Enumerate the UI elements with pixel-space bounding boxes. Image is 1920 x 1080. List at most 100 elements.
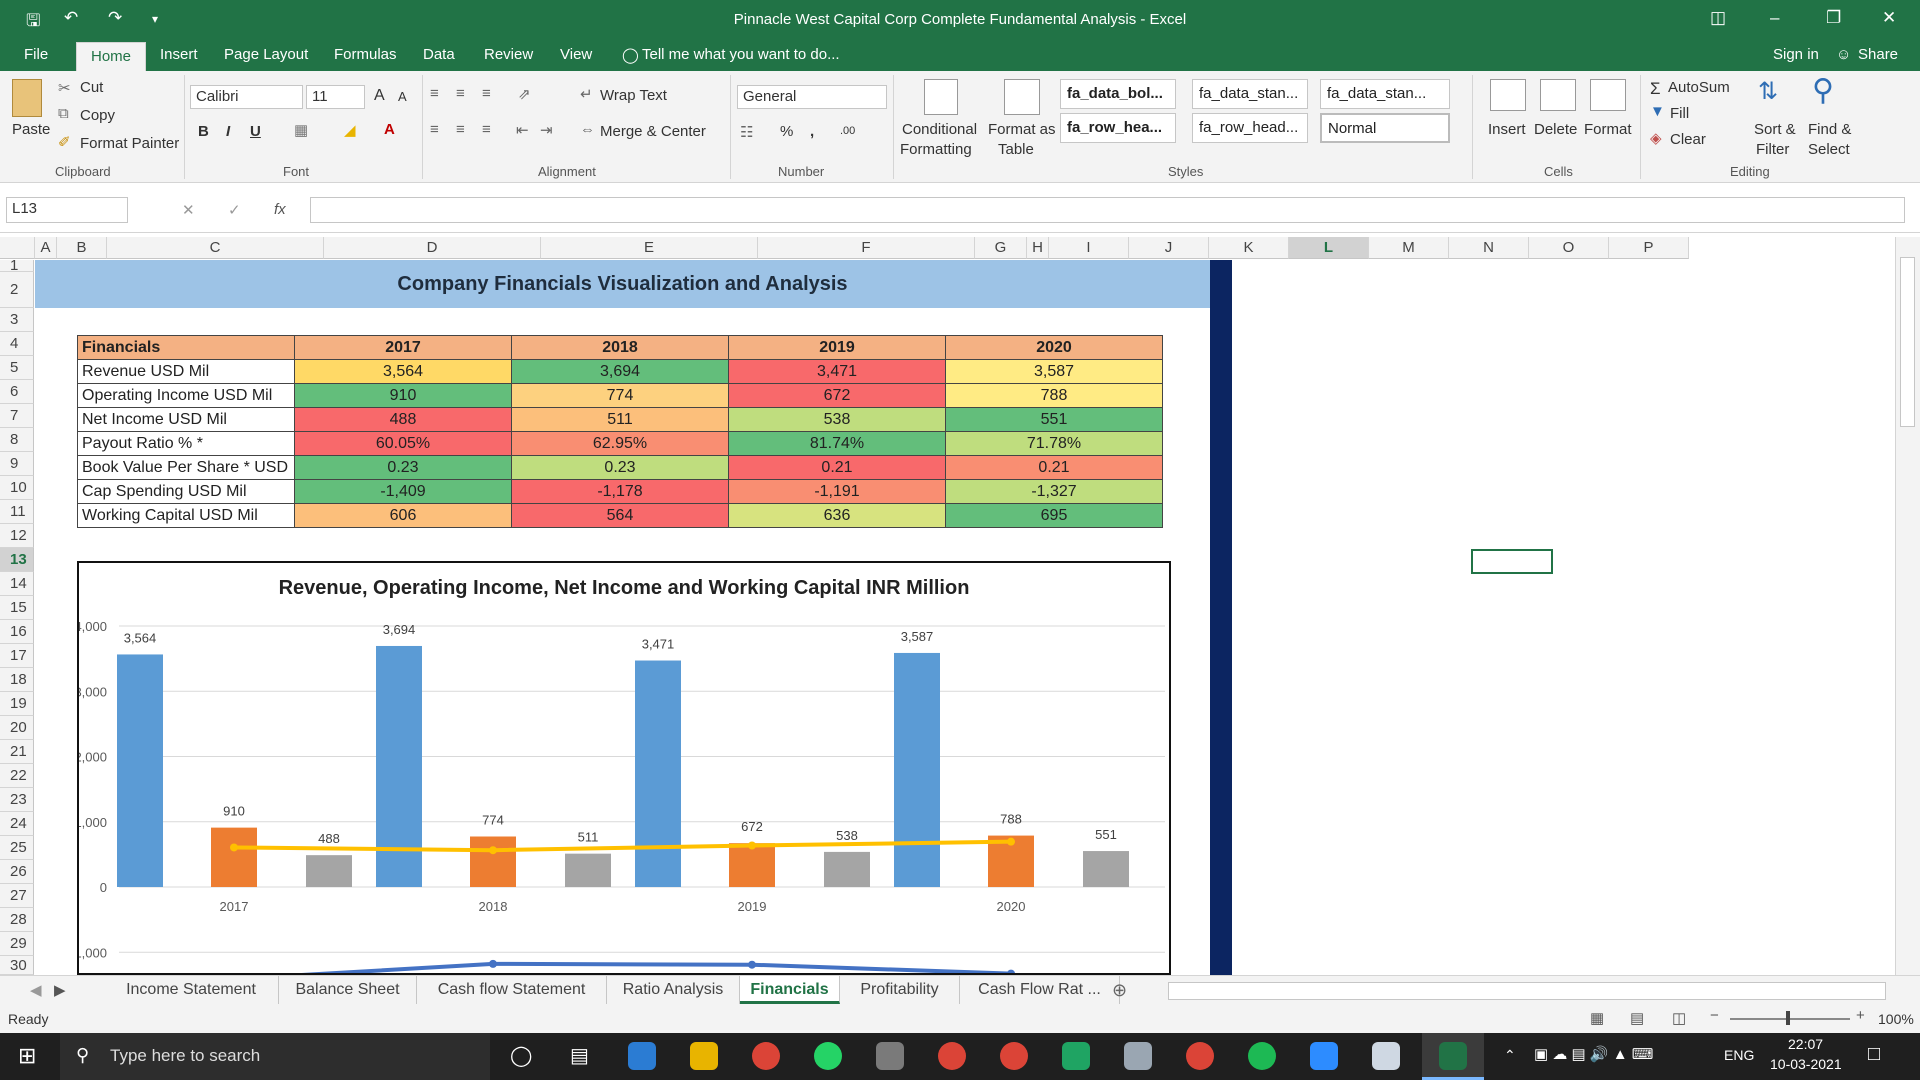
copy-button[interactable]: Copy — [80, 107, 116, 124]
taskbar-search-box[interactable]: ⚲ Type here to search — [60, 1033, 490, 1080]
table-cell[interactable]: 774 — [511, 383, 729, 408]
wrap-text-button[interactable]: Wrap Text — [600, 87, 667, 104]
row-header[interactable]: 21 — [0, 740, 34, 764]
column-header[interactable]: N — [1449, 237, 1529, 259]
tray-icons[interactable]: ▣ ☁ ▤ 🔊 ▲ ⌨ — [1534, 1046, 1654, 1063]
paste-button[interactable]: Paste — [12, 121, 51, 138]
cortana-icon[interactable]: ◯ — [510, 1045, 533, 1067]
style-cell[interactable]: fa_row_head... — [1192, 113, 1308, 143]
row-header[interactable]: 10 — [0, 476, 34, 500]
table-cell[interactable]: -1,178 — [511, 479, 729, 504]
increase-decimal-button[interactable]: .00 — [840, 125, 856, 137]
row-label[interactable]: Operating Income USD Mil — [77, 383, 295, 408]
fill-button[interactable]: Fill — [1670, 105, 1690, 122]
chrome-profile-icon[interactable] — [938, 1042, 966, 1070]
row-header[interactable]: 5 — [0, 356, 34, 380]
row-header[interactable]: 8 — [0, 428, 34, 452]
table-cell[interactable]: 606 — [294, 503, 512, 528]
table-cell[interactable]: 511 — [511, 407, 729, 432]
sort-button[interactable]: Sort & — [1754, 121, 1796, 138]
horizontal-scrollbar[interactable] — [1168, 982, 1886, 1000]
column-header[interactable]: I — [1049, 237, 1129, 259]
tab-insert[interactable]: Insert — [160, 46, 198, 63]
row-header[interactable]: 26 — [0, 860, 34, 884]
notifications-icon[interactable]: □ — [1868, 1043, 1881, 1065]
row-label[interactable]: Net Income USD Mil — [77, 407, 295, 432]
column-header[interactable]: E — [541, 237, 758, 259]
format-button[interactable]: Format — [1584, 121, 1632, 138]
column-header[interactable]: J — [1129, 237, 1209, 259]
normal-view-icon[interactable]: ▦ — [1590, 1010, 1605, 1027]
column-header[interactable]: K — [1209, 237, 1289, 259]
table-cell[interactable]: 3,694 — [511, 359, 729, 384]
tab-review[interactable]: Review — [484, 46, 534, 63]
share-button[interactable]: Share — [1858, 46, 1899, 63]
column-header[interactable]: G — [975, 237, 1027, 259]
zoom-in-icon[interactable]: + — [1856, 1007, 1865, 1024]
tab-formulas[interactable]: Formulas — [334, 46, 397, 63]
sign-in-link[interactable]: Sign in — [1773, 46, 1819, 63]
tab-home[interactable]: Home — [76, 42, 147, 71]
borders-icon[interactable]: ▦ — [294, 122, 309, 139]
tab-scroll-left-icon[interactable]: ◀ — [30, 982, 42, 999]
zoom-slider-thumb[interactable] — [1786, 1011, 1790, 1025]
insert-cells-icon[interactable] — [1490, 79, 1526, 111]
grow-font-button[interactable]: A — [374, 87, 385, 104]
format-cells-icon[interactable] — [1590, 79, 1626, 111]
paste-icon[interactable] — [12, 79, 42, 117]
mail-icon[interactable] — [628, 1042, 656, 1070]
style-cell[interactable]: fa_data_stan... — [1320, 79, 1450, 109]
row-label[interactable]: Revenue USD Mil — [77, 359, 295, 384]
add-sheet-icon[interactable]: ⊕ — [1112, 980, 1128, 1000]
chevron-up-icon[interactable]: ⌃ — [1504, 1047, 1516, 1063]
row-header[interactable]: 7 — [0, 404, 34, 428]
table-cell[interactable]: 636 — [728, 503, 946, 528]
table-cell[interactable]: -1,191 — [728, 479, 946, 504]
windows-start-icon[interactable]: ⊞ — [18, 1043, 37, 1068]
chrome-profile-icon[interactable] — [1000, 1042, 1028, 1070]
table-cell[interactable]: 60.05% — [294, 431, 512, 456]
customize-qat-icon[interactable]: ▾ — [152, 12, 159, 26]
row-label[interactable]: Payout Ratio % * — [77, 431, 295, 456]
table-header-cell[interactable]: 2017 — [294, 335, 512, 360]
row-header[interactable]: 29 — [0, 932, 34, 956]
currency-icon[interactable]: ☷ — [740, 124, 754, 141]
find-select-button[interactable]: Find & — [1808, 121, 1852, 138]
sheet-tab[interactable]: Balance Sheet — [279, 976, 417, 1004]
column-header[interactable]: M — [1369, 237, 1449, 259]
column-header[interactable]: C — [107, 237, 324, 259]
chrome-profile-icon[interactable] — [1186, 1042, 1214, 1070]
tell-me-box[interactable]: Tell me what you want to do... — [642, 46, 840, 63]
format-painter-button[interactable]: Format Painter — [80, 135, 180, 152]
row-header[interactable]: 9 — [0, 452, 34, 476]
row-header[interactable]: 24 — [0, 812, 34, 836]
sheet-tab[interactable]: Income Statement — [104, 976, 279, 1004]
style-cell[interactable]: fa_data_bol... — [1060, 79, 1176, 109]
row-header[interactable]: 17 — [0, 644, 34, 668]
redo-icon[interactable]: ↷ — [108, 8, 123, 27]
row-header[interactable]: 18 — [0, 668, 34, 692]
filter-label[interactable]: Filter — [1756, 141, 1790, 158]
column-header[interactable]: F — [758, 237, 975, 259]
row-header[interactable]: 15 — [0, 596, 34, 620]
decrease-indent-icon[interactable]: ⇤ — [516, 122, 529, 139]
tab-scroll-right-icon[interactable]: ▶ — [54, 982, 66, 999]
font-name-select[interactable]: Calibri — [190, 85, 303, 109]
delete-cells-icon[interactable] — [1540, 79, 1576, 111]
save-icon[interactable]: 🖫 — [26, 11, 41, 30]
row-header[interactable]: 4 — [0, 332, 34, 356]
column-header[interactable]: D — [324, 237, 541, 259]
tab-data[interactable]: Data — [423, 46, 455, 63]
spotify-icon[interactable] — [1248, 1042, 1276, 1070]
table-cell[interactable]: 488 — [294, 407, 512, 432]
column-header[interactable]: O — [1529, 237, 1609, 259]
table-cell[interactable]: 3,564 — [294, 359, 512, 384]
table-cell[interactable]: 672 — [728, 383, 946, 408]
comma-button[interactable]: , — [810, 123, 815, 140]
app-icon[interactable] — [1124, 1042, 1152, 1070]
file-explorer-icon[interactable] — [690, 1042, 718, 1070]
table-cell[interactable]: 910 — [294, 383, 512, 408]
font-color-icon[interactable]: A — [384, 121, 395, 138]
align-center-icon[interactable]: ≡ — [456, 121, 465, 138]
row-header[interactable]: 23 — [0, 788, 34, 812]
